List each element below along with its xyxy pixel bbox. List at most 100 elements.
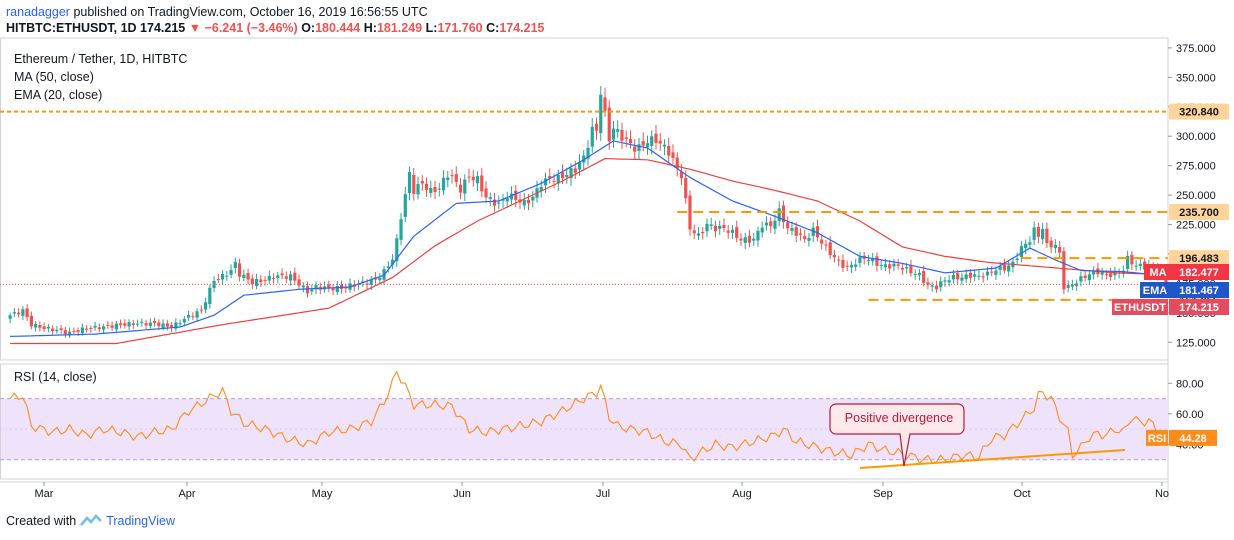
footer: Created with TradingView: [6, 514, 175, 528]
candle-body: [1083, 275, 1087, 279]
candle-body: [276, 275, 280, 279]
candle-body: [305, 286, 310, 294]
candle-body: [463, 179, 467, 194]
candle-body: [1138, 263, 1142, 267]
candle-body: [607, 107, 611, 142]
candle-body: [1062, 251, 1066, 290]
candle-body: [157, 322, 161, 327]
candle-body: [144, 323, 148, 326]
rsi-legend: RSI (14, close): [14, 370, 97, 384]
candle-body: [641, 141, 645, 146]
candle-body: [441, 177, 446, 191]
candle-body: [216, 278, 220, 280]
candle-body: [1134, 265, 1138, 267]
tag-name-box: [1144, 264, 1172, 280]
publisher-name[interactable]: ranadagger: [6, 5, 70, 19]
candle-body: [743, 237, 747, 243]
candle-body: [994, 270, 998, 275]
candle-body: [89, 327, 93, 329]
candle-body: [467, 176, 471, 178]
candle-body: [718, 225, 722, 229]
candle-body: [42, 326, 46, 330]
candle-body: [148, 322, 152, 327]
candle-body: [879, 265, 883, 267]
tradingview-logo-icon: [80, 514, 103, 526]
symbol-label: HITBTC:ETHUSDT, 1D: [6, 21, 137, 35]
callout-bubble: [829, 403, 965, 467]
candle-body: [25, 308, 29, 318]
candle-body: [977, 275, 981, 277]
price-tick-label: 275.000: [1176, 161, 1216, 173]
candle-body: [72, 331, 76, 333]
candle-body: [730, 229, 735, 233]
candle-body: [1049, 240, 1053, 248]
candle-body: [611, 128, 616, 140]
candle-body: [34, 323, 38, 328]
candle-body: [981, 276, 985, 278]
candle-body: [531, 196, 535, 201]
candle-body: [1024, 243, 1028, 249]
time-tick-label: No: [1155, 488, 1169, 500]
candle-body: [824, 244, 828, 246]
candle-body: [956, 273, 960, 280]
candle-body: [565, 175, 569, 178]
tag-name: EMA: [1143, 285, 1168, 297]
candle-body: [1007, 265, 1011, 272]
candle-body: [497, 202, 501, 204]
candle-body: [365, 283, 369, 285]
candle-body: [807, 237, 811, 241]
level-tag-bg: [1169, 203, 1229, 220]
candle-body: [590, 126, 594, 147]
time-tick-label: Apr: [178, 488, 195, 500]
time-tick-label: Jun: [453, 488, 471, 500]
rsi-tag-value: 44.28: [1179, 433, 1207, 445]
level-tag-label: 235.700: [1179, 207, 1219, 219]
price-tick-label: 125.000: [1176, 337, 1216, 349]
candle-body: [892, 263, 896, 267]
candle-body: [943, 280, 947, 282]
candle-body: [8, 315, 12, 319]
candle-body: [514, 190, 518, 200]
candle-body: [709, 224, 713, 226]
candle-body: [947, 280, 951, 283]
candle-body: [692, 230, 696, 234]
candle-body: [832, 254, 837, 258]
candle-body: [930, 285, 934, 287]
candle-body: [913, 273, 917, 275]
candle-body: [803, 236, 807, 239]
candle-body: [492, 199, 497, 206]
candle-body: [539, 187, 543, 191]
candle-body: [131, 323, 135, 326]
candle-body: [628, 139, 633, 144]
candle-body: [140, 321, 144, 323]
candle-body: [68, 331, 72, 336]
candle-body: [747, 236, 752, 243]
price-tick-label: 225.000: [1176, 220, 1216, 232]
candle-body: [208, 287, 212, 305]
candle-body: [582, 155, 586, 163]
close-label: C:: [486, 21, 500, 35]
candle-body: [654, 133, 658, 143]
down-triangle-icon: ▼: [188, 21, 202, 35]
candle-body: [85, 328, 89, 330]
candle-body: [662, 144, 667, 147]
candle-body: [781, 205, 786, 223]
candle-body: [263, 280, 267, 282]
candle-body: [331, 288, 335, 291]
change-value: −6.241 (−3.46%): [204, 21, 298, 35]
candle-body: [1028, 242, 1032, 245]
candle-body: [93, 325, 97, 328]
ma50-line: [10, 157, 1166, 345]
candle-body: [297, 279, 301, 286]
candle-body: [488, 197, 492, 199]
candle-body: [484, 188, 488, 198]
candle-body: [161, 323, 165, 328]
candle-body: [1066, 285, 1070, 288]
candle-body: [246, 273, 250, 280]
candle-body: [505, 198, 509, 202]
candle-body: [1070, 284, 1074, 287]
tradingview-brand[interactable]: TradingView: [106, 514, 175, 528]
candle-body: [752, 238, 756, 241]
rsi-line: [9, 370, 1167, 464]
